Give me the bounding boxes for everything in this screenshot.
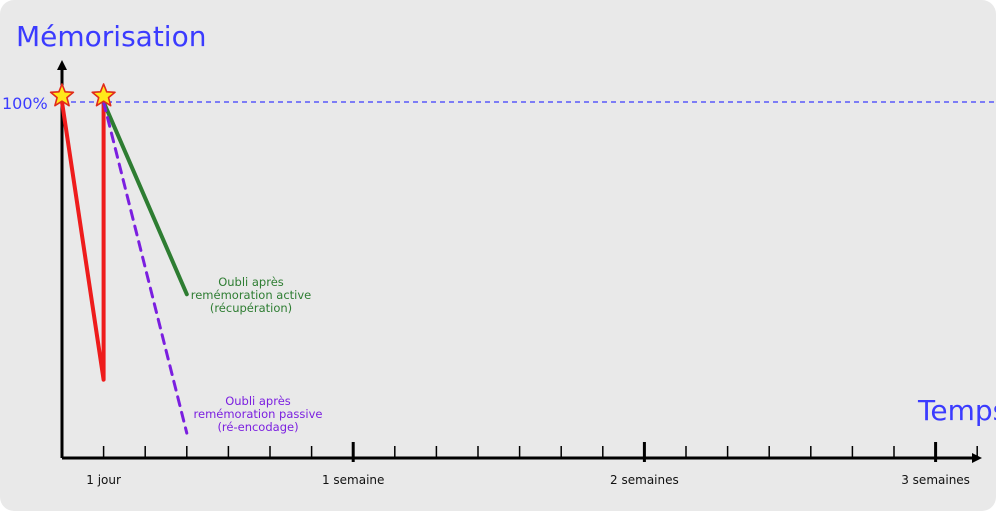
- star-marker-day1: [91, 83, 116, 107]
- x-tick-label: 1 semaine: [322, 473, 384, 487]
- x-tick-label: 3 semaines: [901, 473, 970, 487]
- x-tick-label: 1 jour: [86, 473, 121, 487]
- series-line-2: [102, 100, 189, 435]
- series-line-0: [60, 100, 106, 382]
- annotation-active-line: (récupération): [210, 301, 292, 315]
- annotation-passive-line: (ré-encodage): [217, 420, 298, 434]
- annotation-passive-line: remémoration passive: [194, 407, 323, 421]
- y-ref-label: 100%: [2, 94, 48, 113]
- series-line-1: [101, 100, 189, 297]
- star-marker-start: [49, 83, 75, 107]
- x-tick-label: 2 semaines: [610, 473, 679, 487]
- annotation-active-line: Oubli après: [218, 275, 284, 289]
- annotation-passive-line: Oubli après: [225, 394, 291, 408]
- x-axis-label: Temps: [917, 394, 996, 427]
- annotation-active-line: remémoration active: [191, 288, 311, 302]
- y-axis-label: Mémorisation: [16, 20, 206, 53]
